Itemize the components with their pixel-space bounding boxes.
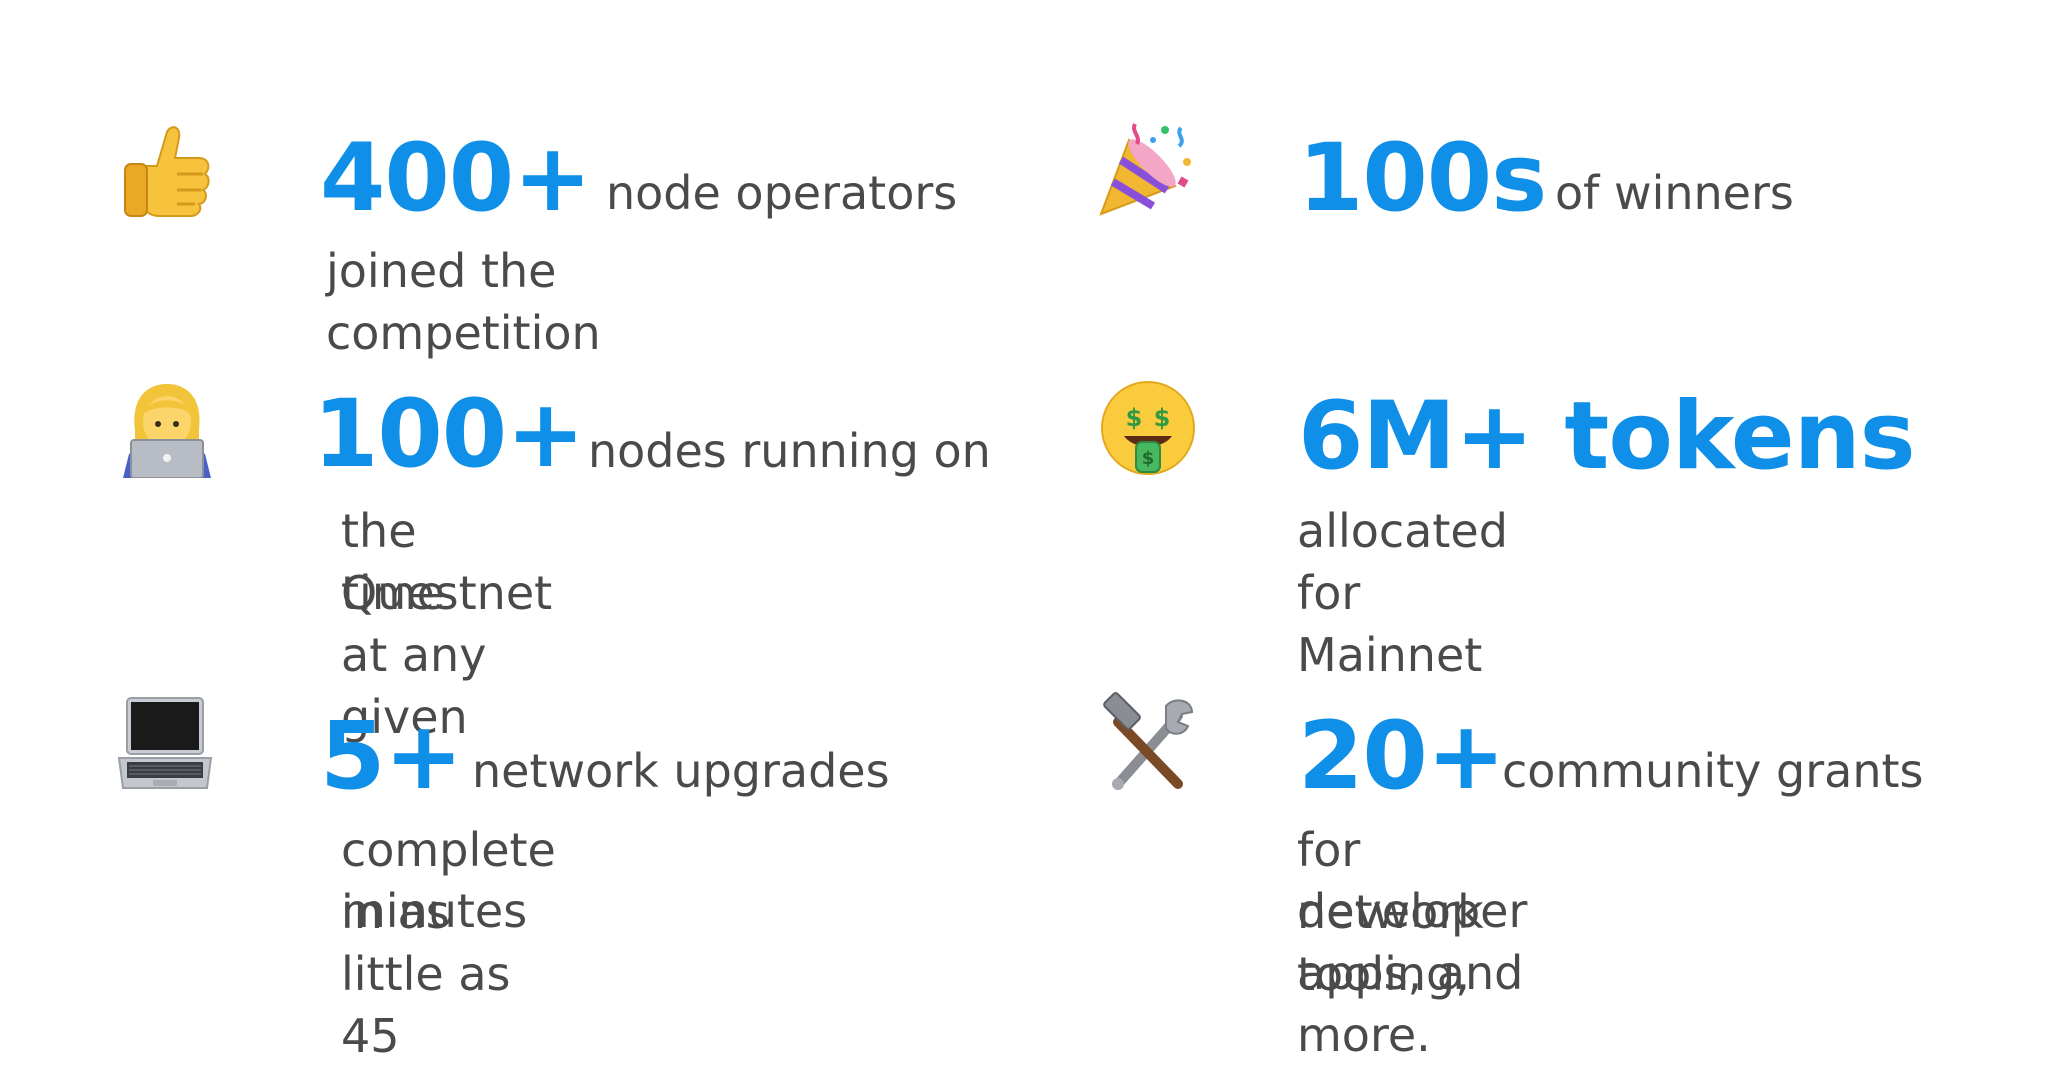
stat-rest-line: time [341, 566, 445, 620]
stat-highlight: 20+ [1298, 702, 1506, 811]
money-mouth-face-icon: $ $ $ [1098, 378, 1198, 478]
hammer-and-wrench-icon [1098, 692, 1198, 792]
stat-highlight: 100+ [313, 380, 585, 489]
stat-inline-text: of winners [1555, 166, 1794, 220]
stat-inline-text: node operators [606, 166, 958, 220]
svg-text:$: $ [1126, 404, 1143, 432]
stat-rest-line: for network tooling, [1297, 823, 1484, 1001]
laptop-icon [115, 692, 215, 792]
party-popper-icon [1095, 118, 1195, 218]
thumbs-up-icon [115, 118, 215, 218]
stat-inline-text: nodes running on [588, 424, 991, 478]
svg-text:$: $ [1142, 448, 1155, 469]
stat-rest-line: minutes [341, 884, 528, 938]
woman-technologist-icon [117, 378, 217, 478]
stat-highlight: 100s [1298, 124, 1547, 233]
stat-rest-line: the Questnet at any given [341, 504, 553, 744]
stat-rest-line: complete in as little as 45 [341, 823, 556, 1063]
stat-inline-text: network upgrades [472, 744, 890, 798]
stat-inline-text: community grants [1502, 744, 1924, 798]
stat-highlight: 5+ [320, 702, 463, 811]
stat-highlight: 6M+ tokens [1298, 382, 1916, 491]
stat-highlight: 400+ [320, 124, 592, 233]
stat-rest-line: allocated for Mainnet [1297, 504, 1508, 682]
stat-rest-line: joined the competition [326, 244, 601, 360]
stat-rest-line: developer apps, and more. [1297, 884, 1528, 1062]
svg-text:$: $ [1154, 404, 1171, 432]
